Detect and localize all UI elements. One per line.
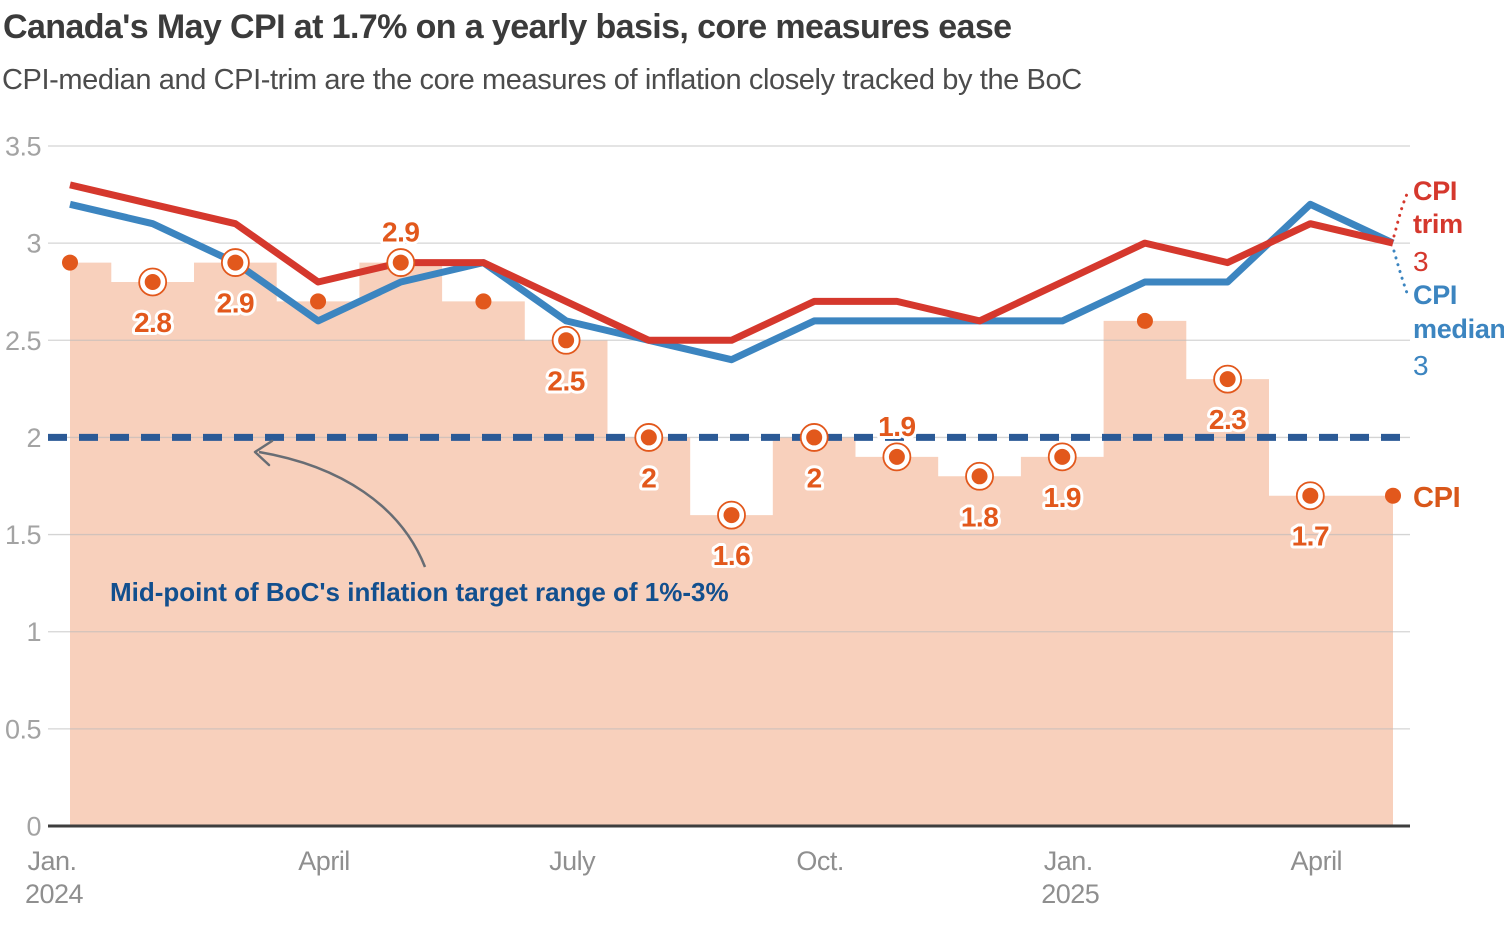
- cpi-dot: [723, 507, 740, 524]
- cpi-dot: [888, 448, 905, 465]
- chart-title: Canada's May CPI at 1.7% on a yearly bas…: [3, 8, 1012, 46]
- cpi-dot: [62, 254, 78, 271]
- x-tick-label: Oct.: [796, 846, 844, 876]
- cpi-dot: [475, 293, 492, 310]
- cpi-value-label: 2.5: [547, 365, 584, 396]
- chart-subtitle: CPI-median and CPI-trim are the core mea…: [2, 64, 1082, 96]
- cpi-dot: [1219, 371, 1236, 388]
- legend-median-value: 3: [1413, 350, 1429, 381]
- svg-text:0: 0: [26, 812, 41, 842]
- legend-trim-label-line1: CPI: [1413, 176, 1457, 206]
- legend-median-label-line2: median: [1413, 314, 1504, 344]
- x-tick-label: Jan.: [27, 846, 76, 876]
- cpi-value-label: 1.6: [713, 540, 750, 571]
- svg-text:2: 2: [26, 423, 41, 453]
- svg-text:2.5: 2.5: [5, 326, 41, 356]
- svg-text:0.5: 0.5: [5, 714, 41, 744]
- cpi-value-label: 2.9: [217, 288, 254, 319]
- cpi-value-label: 1.9: [1044, 482, 1081, 513]
- cpi-value-label: 1.8: [961, 501, 998, 532]
- cpi-dot: [971, 468, 988, 485]
- cpi-dot: [392, 254, 409, 271]
- legend-median-label-line1: CPI: [1413, 280, 1457, 310]
- legend-leader-lines: [1392, 192, 1409, 295]
- x-tick-label: July: [549, 846, 596, 876]
- cpi-data-dots: [62, 248, 1401, 530]
- cpi-value-label: 1.9: [878, 411, 915, 442]
- cpi-value-label: 1.7: [1292, 521, 1329, 552]
- legend-cpi-label: CPI: [1413, 482, 1460, 514]
- y-axis-labels: 0 0.5 1 1.5 2 2.5 3 3.5: [5, 132, 42, 842]
- svg-text:1.5: 1.5: [5, 520, 41, 550]
- cpi-value-label: 2: [807, 462, 822, 493]
- x-tick-label: April: [1291, 846, 1343, 876]
- cpi-dot: [144, 274, 161, 290]
- x-tick-year: 2024: [25, 879, 84, 909]
- cpi-trim-line: [69, 181, 1394, 344]
- cpi-dot: [640, 429, 657, 446]
- svg-text:1: 1: [26, 617, 41, 647]
- cpi-dot: [806, 429, 823, 446]
- cpi-dot: [1136, 312, 1153, 329]
- cpi-area-series: [70, 262, 1393, 827]
- cpi-point-labels: 2.8 2.9 2.9 2.5 2 1.6 2 1.9 1.8 1.9 2.3 1.7: [131, 214, 1333, 575]
- cpi-dot: [227, 254, 244, 271]
- cpi-area: [70, 262, 1393, 827]
- cpi-dot: [1385, 487, 1401, 504]
- annotation-arrow: [253, 439, 427, 568]
- x-tick-label: April: [298, 846, 350, 876]
- target-annotation-text: Mid-point of BoC's inflation target rang…: [110, 577, 729, 607]
- cpi-value-label: 2.3: [1209, 404, 1246, 435]
- legend-trim-value: 3: [1413, 246, 1429, 277]
- cpi-dot: [1302, 487, 1319, 504]
- svg-text:3.5: 3.5: [5, 132, 41, 162]
- legend-trim-label-line2: trim: [1413, 209, 1463, 239]
- x-tick-label: Jan.: [1044, 846, 1093, 876]
- cpi-value-label: 2.8: [134, 307, 171, 338]
- cpi-median-line: [69, 200, 1395, 364]
- svg-text:3: 3: [26, 229, 41, 259]
- cpi-dot: [310, 293, 327, 310]
- cpi-value-label: 2: [641, 462, 656, 493]
- cpi-dot: [558, 332, 575, 349]
- cpi-value-label: 2.9: [382, 217, 419, 248]
- x-tick-year: 2025: [1041, 879, 1099, 909]
- cpi-dot: [1054, 448, 1071, 465]
- core-measure-lines: [69, 181, 1395, 364]
